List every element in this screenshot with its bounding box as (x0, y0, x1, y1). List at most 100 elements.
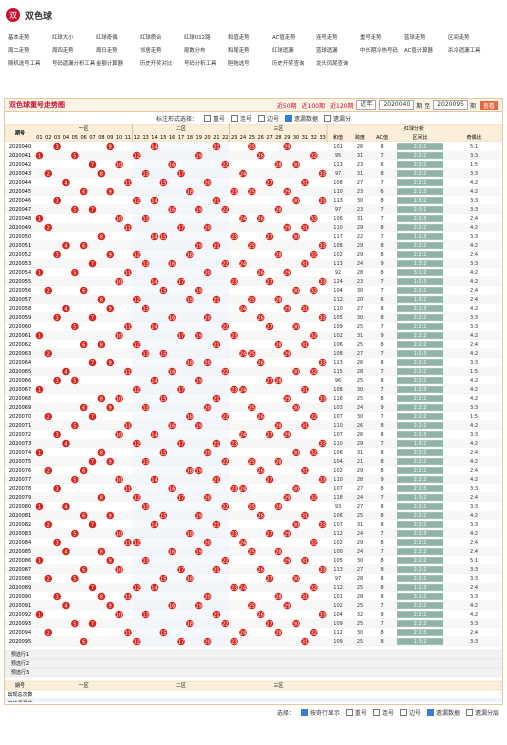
nav-link[interactable]: 连号走势 (316, 35, 338, 41)
nav-link[interactable]: 号码分析工具 (184, 61, 217, 67)
range-link[interactable]: 近100期 (301, 102, 325, 110)
nav-link[interactable]: 区间走势 (448, 35, 470, 41)
number-header: 22 (222, 135, 228, 141)
stats-header-issue: 期号 (15, 683, 25, 689)
nav-link[interactable]: 红球012路 (184, 35, 211, 41)
nav-link[interactable]: 周日走势 (96, 48, 118, 54)
analysis-zone: 2:2:2 (414, 369, 427, 375)
zone2-bg (132, 547, 230, 556)
red-ball (203, 448, 212, 457)
checkbox[interactable] (372, 708, 380, 716)
checkbox[interactable] (399, 708, 407, 716)
checkbox[interactable] (324, 114, 332, 122)
red-ball (292, 448, 300, 457)
analysis-sum: 108 (333, 387, 343, 393)
ball-number: 24 (240, 171, 246, 177)
red-ball (203, 313, 212, 322)
nav-link[interactable]: 历史开奖查询 (272, 61, 305, 67)
analysis-zone: 2:1:3 (414, 432, 427, 438)
red-ball (318, 520, 327, 529)
nav-link[interactable]: 胆拖选号 (228, 61, 250, 67)
zone-chip (397, 251, 444, 258)
checkbox[interactable] (345, 708, 353, 716)
nav-link[interactable]: 历史开奖对比 (140, 61, 173, 67)
from-input[interactable]: 2020040 (379, 100, 415, 110)
red-ball (239, 484, 247, 493)
ball-number: 20 (204, 270, 210, 276)
range-select[interactable]: 近年 (356, 100, 377, 110)
row-bg (5, 610, 502, 619)
row-bg (5, 448, 502, 457)
ball-number: 29 (284, 306, 290, 312)
ball-number: 30 (293, 450, 299, 456)
ball-number: 26 (257, 414, 263, 420)
row-bg (5, 439, 502, 448)
nav-link[interactable]: 蓝球遗漏 (316, 48, 338, 54)
checkbox-label: 连号 (381, 709, 394, 717)
nav-link[interactable]: 红球大小 (52, 35, 74, 41)
nav-link[interactable]: 号码遗漏分析工具 (52, 61, 96, 67)
red-ball (265, 619, 274, 628)
nav-link[interactable]: 周四走势 (52, 48, 74, 54)
checkbox[interactable] (426, 708, 434, 716)
red-ball (230, 637, 238, 646)
analysis-oe: 3:3 (470, 360, 478, 366)
analysis-ac: 8 (380, 540, 383, 546)
checkbox[interactable] (300, 708, 308, 716)
analysis-ac: 8 (380, 396, 383, 402)
nav-link[interactable]: 杀冷遗漏工具 (448, 48, 481, 54)
analysis-sum: 112 (333, 531, 343, 537)
nav-link[interactable]: 红球遗漏 (272, 48, 294, 54)
zone2-bg (132, 196, 230, 205)
nav-link[interactable]: 红球奇偶 (96, 35, 118, 41)
nav-link[interactable]: 重号走势 (360, 35, 382, 41)
red-ball (79, 565, 88, 574)
nav-link[interactable]: 尾数分布 (184, 48, 206, 54)
nav-link[interactable]: 和尾走势 (228, 48, 250, 54)
nav-link[interactable]: 周二走势 (8, 48, 30, 54)
red-ball (239, 385, 247, 394)
nav-link[interactable]: 中长期冷热号码 (360, 48, 398, 54)
red-ball (194, 241, 203, 250)
ball-number: 19 (196, 549, 202, 555)
nav-link[interactable]: 邻居走势 (140, 48, 162, 54)
nav-link[interactable]: 红球质合 (140, 35, 162, 41)
ball-number: 21 (213, 522, 219, 528)
red-ball (318, 241, 327, 250)
analysis-span: 31 (357, 153, 363, 159)
checkbox[interactable] (285, 114, 293, 122)
nav-link[interactable]: 基本走势 (8, 35, 30, 41)
ball-number: 12 (134, 387, 140, 393)
nav-link[interactable]: 蓝球走势 (404, 35, 426, 41)
issue: 2020072 (9, 432, 31, 438)
analysis-sum: 102 (333, 468, 343, 474)
nav-link[interactable]: 龙头凤尾查询 (316, 61, 349, 67)
zone-chip (397, 305, 444, 312)
ball-number: 22 (222, 414, 228, 420)
nav-link[interactable]: AC值计算器 (404, 48, 433, 54)
range-link[interactable]: 近120期 (330, 102, 354, 110)
number-header: 30 (293, 135, 299, 141)
red-ball (256, 358, 265, 367)
nav-link[interactable]: 和值走势 (228, 35, 250, 41)
red-ball (239, 628, 247, 637)
ball-number: 18 (187, 414, 193, 420)
red-ball (239, 538, 247, 547)
checkbox[interactable] (230, 114, 238, 122)
checkbox[interactable] (258, 114, 265, 122)
view-button[interactable]: 查看 (479, 100, 498, 110)
analysis-ac: 7 (380, 603, 383, 609)
analysis-sum: 110 (333, 225, 343, 231)
checkbox[interactable] (203, 114, 211, 122)
range-link[interactable]: 近50期 (276, 102, 297, 110)
nav-link[interactable]: 金额计算器 (96, 61, 123, 67)
to-input[interactable]: 2020095 (433, 100, 468, 110)
analysis-zone: 2:2:2 (414, 360, 427, 366)
checkbox[interactable] (465, 708, 473, 716)
ball-number: 21 (213, 441, 219, 447)
zone2-bg (132, 475, 230, 484)
nav-link[interactable]: AC值走势 (272, 35, 296, 41)
ball-number: 27 (266, 234, 272, 240)
analysis-span: 27 (357, 180, 363, 186)
nav-link[interactable]: 随机选号工具 (8, 61, 41, 67)
